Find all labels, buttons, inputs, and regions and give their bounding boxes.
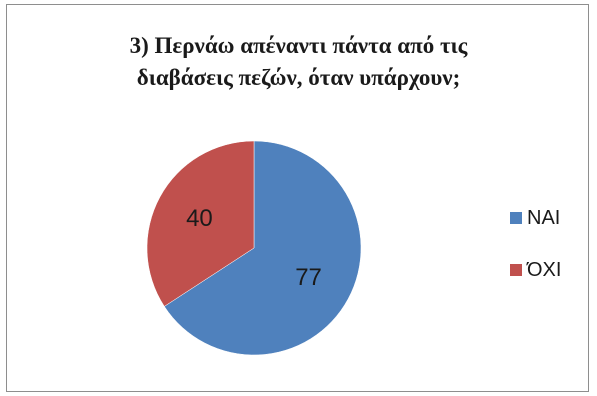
chart-legend: ΝΑΙ ΌΧΙ — [510, 206, 561, 310]
legend-item-ochi: ΌΧΙ — [510, 258, 561, 282]
chart-title: 3) Περνάω απέναντι πάντα από τις διαβάσε… — [0, 30, 597, 94]
legend-label-ochi: ΌΧΙ — [527, 258, 562, 281]
legend-swatch-nai — [510, 212, 522, 224]
legend-item-nai: ΝΑΙ — [510, 206, 561, 230]
legend-swatch-ochi — [510, 264, 522, 276]
pie-slice-ochi — [146, 140, 255, 307]
chart-title-line-2: διαβάσεις πεζών, όταν υπάρχουν; — [136, 65, 461, 90]
legend-label-nai: ΝΑΙ — [527, 206, 561, 229]
chart-title-line-1: 3) Περνάω απέναντι πάντα από τις — [129, 33, 468, 58]
data-label-ochi: 40 — [186, 205, 213, 232]
data-label-nai: 77 — [295, 264, 322, 291]
pie-slice-nai — [163, 140, 362, 356]
